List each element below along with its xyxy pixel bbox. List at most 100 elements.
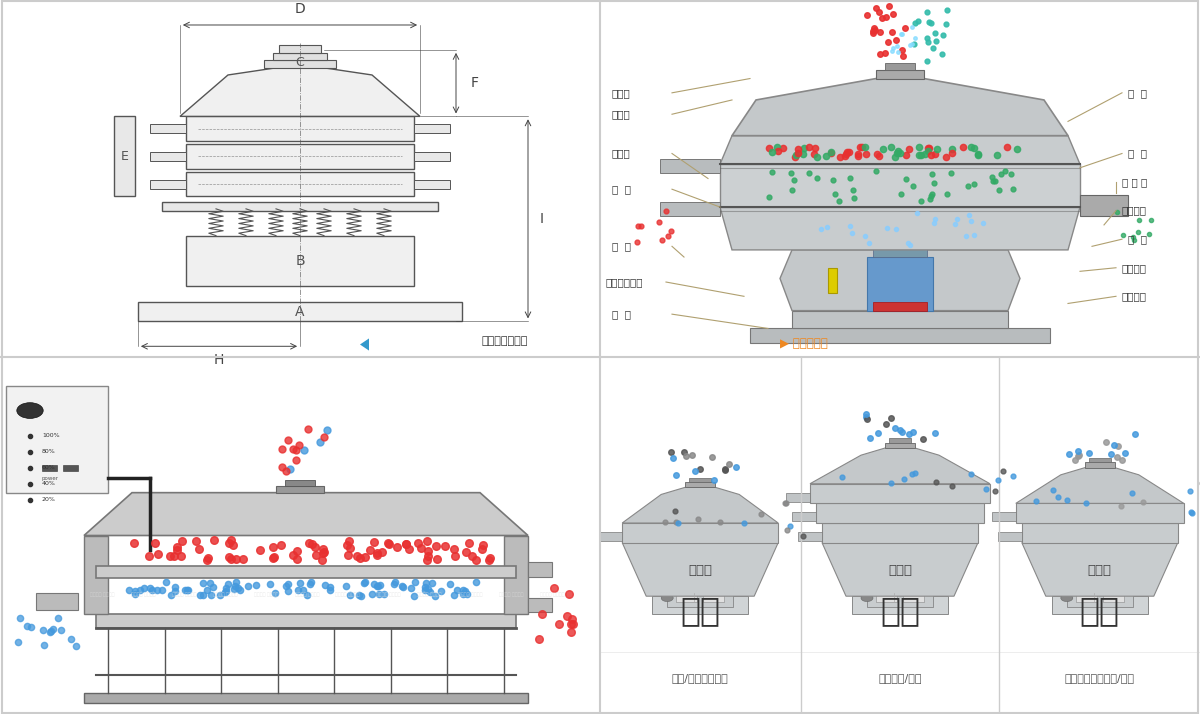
- Text: power: power: [42, 476, 59, 481]
- Bar: [64, 465, 78, 471]
- Bar: [998, 532, 1022, 541]
- Bar: [886, 63, 916, 70]
- Bar: [866, 593, 934, 607]
- Text: 网  架: 网 架: [1128, 149, 1147, 159]
- Bar: [1067, 593, 1133, 607]
- Text: 颗粒/粉末准确分级: 颗粒/粉末准确分级: [672, 673, 728, 683]
- Bar: [866, 257, 934, 311]
- Circle shape: [17, 403, 43, 418]
- Text: 下部重锤: 下部重锤: [1122, 291, 1147, 301]
- Text: 版权所有 侵权必究: 版权所有 侵权必究: [499, 592, 523, 597]
- Bar: [874, 248, 928, 257]
- Text: F: F: [470, 76, 479, 90]
- Bar: [677, 593, 697, 601]
- Bar: [904, 593, 924, 601]
- Bar: [623, 523, 779, 543]
- Bar: [278, 45, 322, 53]
- Text: 去除液体中的颗粒/异物: 去除液体中的颗粒/异物: [1064, 673, 1135, 683]
- Circle shape: [862, 594, 874, 601]
- Bar: [689, 478, 710, 482]
- Bar: [96, 565, 516, 578]
- Text: 三层式: 三层式: [888, 564, 912, 577]
- Polygon shape: [180, 68, 420, 116]
- Bar: [828, 268, 838, 293]
- Text: B: B: [295, 253, 305, 268]
- Bar: [792, 311, 1008, 328]
- Text: 筛  盘: 筛 盘: [1128, 234, 1147, 244]
- Bar: [528, 598, 552, 613]
- Polygon shape: [720, 136, 1080, 164]
- Polygon shape: [720, 207, 1080, 250]
- Bar: [150, 124, 186, 133]
- Bar: [685, 482, 715, 487]
- Text: 版权所有 侵权必究: 版权所有 侵权必究: [131, 592, 156, 597]
- Bar: [822, 523, 978, 543]
- Polygon shape: [780, 250, 1020, 311]
- Bar: [42, 465, 58, 471]
- Bar: [660, 202, 720, 216]
- Bar: [186, 116, 414, 141]
- Text: 版权所有 侵权必究: 版权所有 侵权必究: [418, 592, 442, 597]
- Polygon shape: [84, 493, 528, 536]
- Bar: [274, 53, 326, 60]
- Bar: [653, 596, 749, 614]
- Text: H: H: [214, 353, 224, 367]
- Bar: [1015, 503, 1183, 523]
- Text: 运输固定螺栓: 运输固定螺栓: [606, 277, 643, 287]
- Bar: [414, 180, 450, 188]
- Text: 双层式: 双层式: [1087, 564, 1111, 577]
- Bar: [1103, 593, 1123, 601]
- Text: 加 重 块: 加 重 块: [1122, 177, 1147, 187]
- Text: 束  环: 束 环: [612, 184, 631, 194]
- Bar: [1080, 195, 1128, 216]
- Text: 版权所有 侵权必究: 版权所有 侵权必究: [172, 592, 197, 597]
- Text: C: C: [295, 56, 305, 69]
- Text: 40%: 40%: [42, 481, 56, 486]
- Text: 出料口: 出料口: [612, 149, 631, 159]
- Text: 版权所有 侵权必究: 版权所有 侵权必究: [90, 592, 114, 597]
- Bar: [186, 172, 414, 196]
- Text: 100%: 100%: [42, 433, 60, 438]
- Text: ▶ 结构示意图: ▶ 结构示意图: [780, 337, 828, 350]
- Bar: [886, 443, 916, 448]
- Text: 防尘盖: 防尘盖: [612, 109, 631, 119]
- Text: 去除异物/结块: 去除异物/结块: [878, 673, 922, 683]
- Bar: [36, 593, 78, 610]
- Polygon shape: [810, 448, 990, 484]
- Text: 版权所有 侵权必究: 版权所有 侵权必究: [458, 592, 482, 597]
- Bar: [703, 593, 725, 601]
- Bar: [798, 532, 822, 541]
- Bar: [276, 486, 324, 493]
- Polygon shape: [623, 487, 779, 523]
- Bar: [876, 70, 924, 79]
- Text: E: E: [120, 150, 128, 163]
- Bar: [1022, 523, 1178, 543]
- Bar: [816, 503, 984, 523]
- Polygon shape: [360, 338, 370, 351]
- Bar: [528, 563, 552, 577]
- Bar: [599, 532, 623, 541]
- Polygon shape: [1022, 543, 1178, 596]
- Text: 筛  网: 筛 网: [1128, 88, 1147, 98]
- Text: 版权所有 侵权必究: 版权所有 侵权必究: [253, 592, 278, 597]
- Circle shape: [661, 594, 673, 601]
- Bar: [810, 484, 990, 503]
- Polygon shape: [1015, 468, 1183, 503]
- Bar: [792, 513, 816, 521]
- Bar: [852, 596, 948, 614]
- Bar: [84, 693, 528, 703]
- Bar: [150, 152, 186, 161]
- Bar: [186, 144, 414, 169]
- Bar: [991, 513, 1015, 521]
- Bar: [150, 180, 186, 188]
- Text: 60%: 60%: [42, 465, 55, 471]
- Text: 除杂: 除杂: [1080, 594, 1120, 627]
- Text: 分级: 分级: [680, 594, 720, 627]
- Text: 80%: 80%: [42, 449, 55, 454]
- Bar: [876, 593, 898, 601]
- Bar: [1051, 596, 1147, 614]
- Bar: [186, 236, 414, 286]
- Bar: [162, 202, 438, 211]
- Bar: [96, 614, 516, 628]
- Text: 外形尺寸示意图: 外形尺寸示意图: [481, 336, 528, 346]
